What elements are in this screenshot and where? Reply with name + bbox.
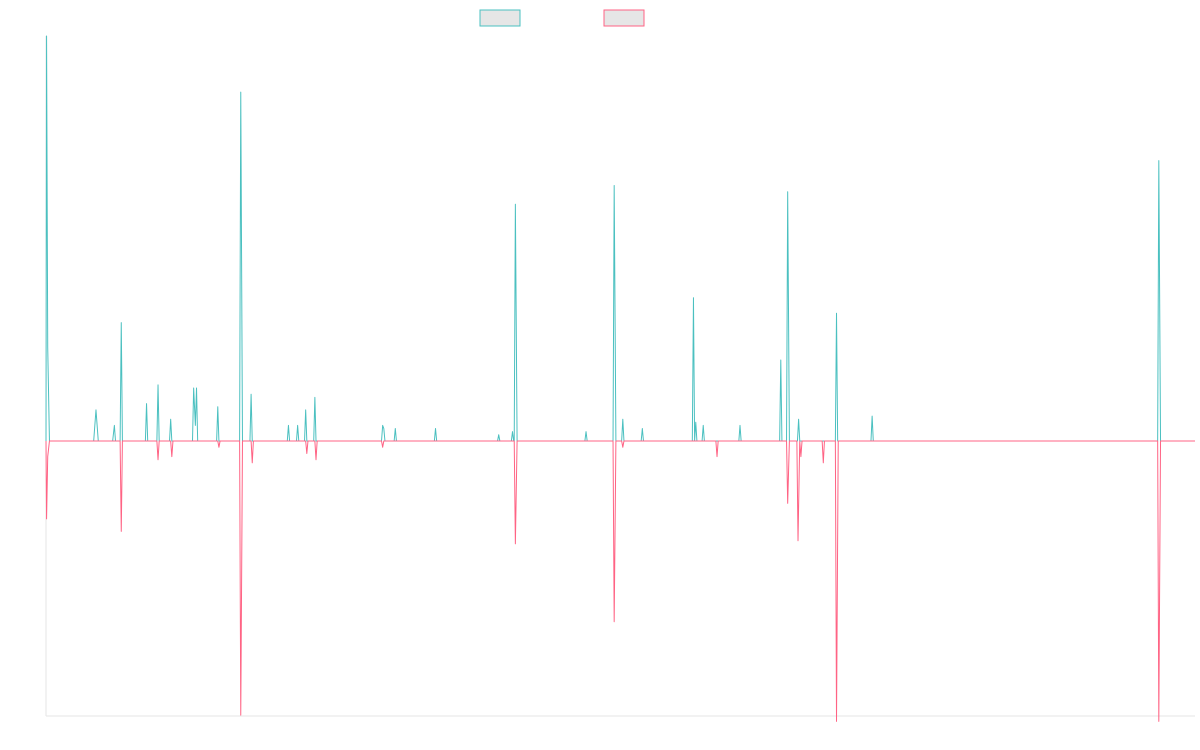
axes (45, 36, 1195, 717)
plot-area (45, 35, 1195, 722)
series-line-1 (45, 35, 1195, 442)
legend-swatch-2[interactable] (603, 9, 645, 27)
series-line-2 (45, 440, 1195, 722)
legend-swatch-1[interactable] (479, 9, 521, 27)
legend[interactable] (479, 9, 645, 27)
